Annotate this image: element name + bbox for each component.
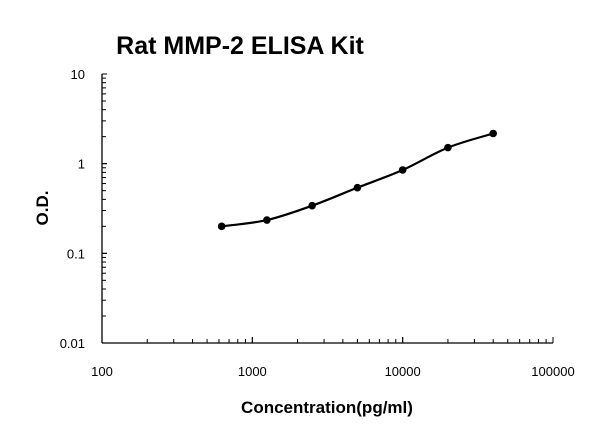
- data-point: [444, 143, 452, 152]
- y-tick-label: 0.1: [67, 246, 85, 261]
- data-point: [353, 183, 362, 192]
- y-tick-label: 1: [78, 157, 85, 172]
- chart-title: Rat MMP-2 ELISA Kit: [116, 32, 364, 60]
- x-tick-label: 100: [91, 364, 113, 379]
- data-point: [398, 166, 407, 174]
- x-axis-title: Concentration(pg/ml): [241, 398, 413, 417]
- data-point: [308, 201, 316, 210]
- data-point: [217, 222, 226, 231]
- x-tick-label: 1000: [238, 364, 267, 379]
- plot-area: [217, 129, 497, 231]
- axes: [101, 73, 554, 344]
- tick-labels: 0.01 0.1 1 10 100 1000 10000 100000: [60, 67, 575, 379]
- series-line: [221, 132, 494, 228]
- y-axis-title: O.D.: [33, 191, 52, 226]
- y-tick-label: 0.01: [60, 336, 85, 351]
- x-tick-label: 100000: [531, 364, 574, 379]
- y-tick-label: 10: [71, 67, 85, 82]
- x-tick-label: 10000: [385, 364, 421, 379]
- data-point: [489, 129, 497, 138]
- data-point: [263, 216, 271, 224]
